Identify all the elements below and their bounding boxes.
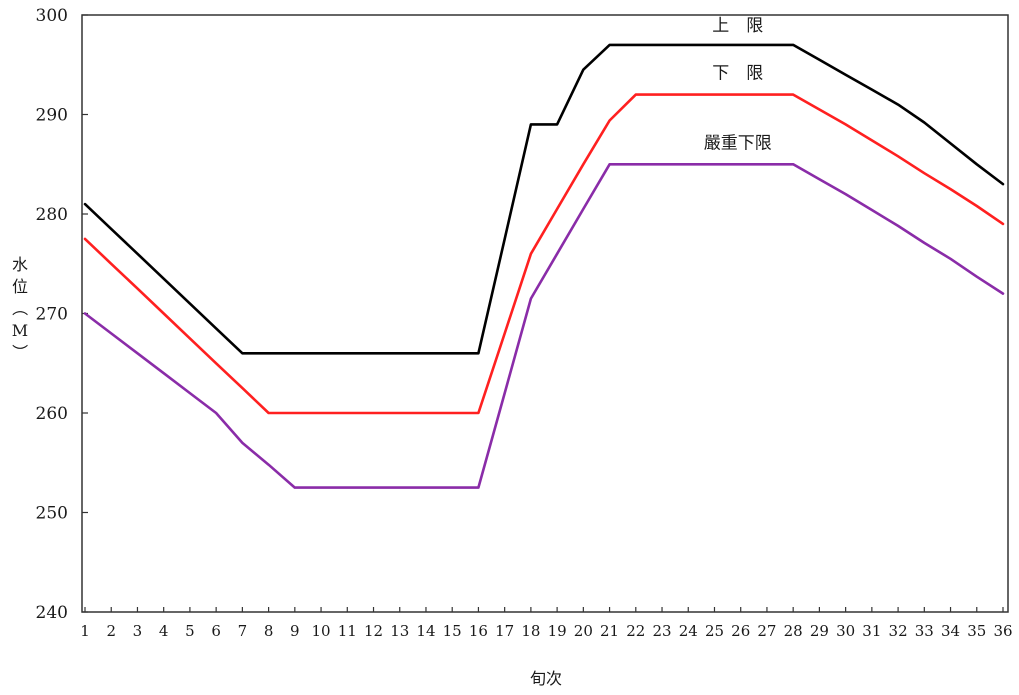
y-tick-label: 280 — [36, 205, 68, 225]
x-tick-label: 3 — [133, 622, 143, 640]
y-axis-title-char: 水 — [12, 255, 28, 274]
y-axis: 240 250 260 270 280 290 300 — [36, 6, 88, 623]
x-tick-label: 25 — [705, 622, 724, 640]
y-axis-title-char: （ — [10, 300, 29, 316]
x-tick-label: 11 — [338, 622, 357, 640]
x-axis-title: 旬次 — [530, 669, 562, 688]
x-tick-label: 17 — [495, 622, 514, 640]
y-tick-label: 260 — [36, 404, 68, 424]
y-tick-label: 300 — [36, 6, 68, 26]
x-tick-label: 14 — [416, 622, 435, 640]
y-tick-label: 290 — [36, 106, 68, 126]
x-tick-label: 16 — [469, 622, 488, 640]
x-tick-label: 15 — [443, 622, 462, 640]
x-tick-label: 30 — [836, 622, 855, 640]
x-tick-label: 24 — [679, 622, 698, 640]
y-axis-title: 水位 （ M ） — [10, 255, 29, 360]
x-tick-label: 27 — [757, 622, 776, 640]
x-tick-label: 9 — [290, 622, 300, 640]
series-line-2 — [83, 163, 1005, 489]
x-tick-label: 1 — [80, 622, 90, 640]
x-tick-label: 28 — [784, 622, 803, 640]
x-tick-label: 5 — [185, 622, 195, 640]
x-tick-label: 36 — [993, 622, 1012, 640]
x-tick-label: 33 — [915, 622, 934, 640]
x-tick-label: 10 — [312, 622, 331, 640]
x-tick-label: 4 — [159, 622, 169, 640]
series-label-2: 嚴重下限 — [704, 133, 772, 153]
x-tick-label: 19 — [548, 622, 567, 640]
series-label-0: 上 限 — [712, 16, 763, 36]
x-tick-label: 18 — [521, 622, 540, 640]
y-tick-label: 240 — [36, 603, 68, 623]
x-tick-label: 7 — [238, 622, 248, 640]
x-axis: 1 2 3 4 5 6 7 8 9 10 11 12 13 14 15 16 17 18 19 20 21 22 23 24 2… — [80, 607, 1013, 640]
y-axis-title-char: ） — [10, 344, 29, 360]
x-tick-label: 6 — [211, 622, 221, 640]
x-tick-label: 2 — [106, 622, 116, 640]
x-tick-label: 8 — [264, 622, 274, 640]
x-tick-label: 22 — [626, 622, 645, 640]
y-axis-title-char: 位 — [12, 277, 28, 296]
x-tick-label: 21 — [600, 622, 619, 640]
series-lines — [83, 43, 1005, 489]
series-line-0 — [83, 43, 1005, 355]
x-tick-label: 26 — [731, 622, 750, 640]
x-tick-label: 29 — [810, 622, 829, 640]
y-axis-title-char: M — [12, 321, 28, 340]
series-label-1: 下 限 — [712, 64, 763, 84]
x-tick-label: 20 — [574, 622, 593, 640]
plot-frame — [81, 14, 1009, 613]
series-line-1 — [83, 93, 1005, 415]
x-tick-label: 12 — [364, 622, 383, 640]
x-tick-label: 32 — [889, 622, 908, 640]
x-tick-label: 35 — [967, 622, 986, 640]
y-tick-label: 270 — [36, 305, 68, 325]
x-tick-label: 23 — [652, 622, 671, 640]
x-tick-label: 13 — [390, 622, 409, 640]
x-tick-label: 31 — [862, 622, 881, 640]
y-tick-label: 250 — [36, 504, 68, 524]
x-tick-label: 34 — [941, 622, 960, 640]
